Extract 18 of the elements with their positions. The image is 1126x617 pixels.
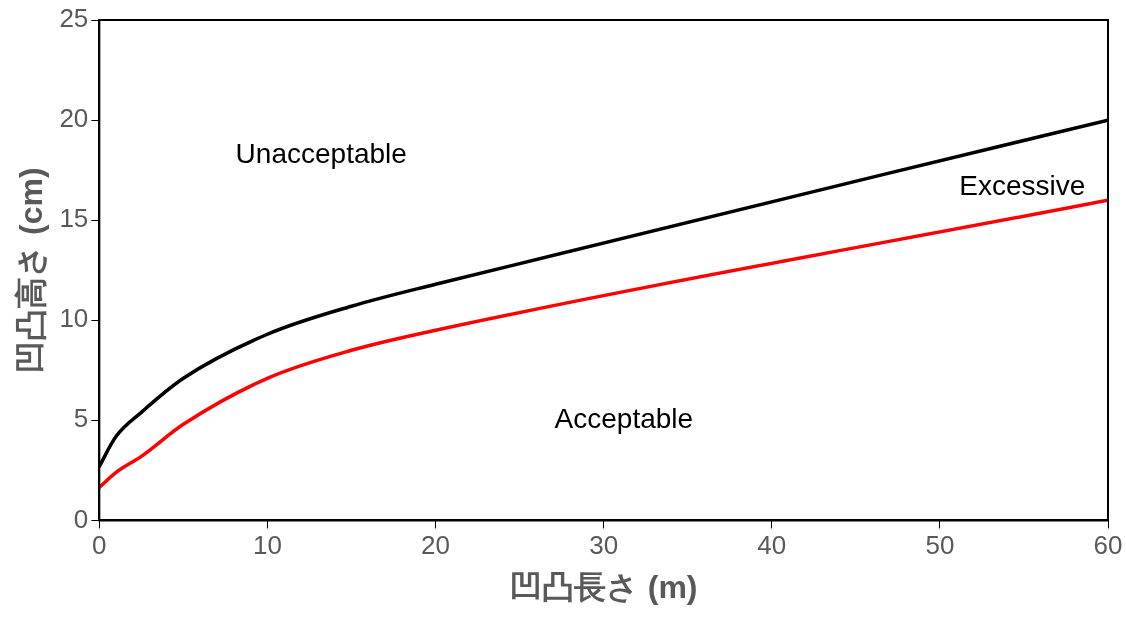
x-tick-label: 50 (925, 530, 955, 561)
y-tick-label: 25 (59, 3, 89, 34)
x-tick-label: 20 (421, 530, 451, 561)
x-tick-label: 30 (589, 530, 619, 561)
x-tick-label: 40 (757, 530, 787, 561)
y-tick-label: 5 (73, 403, 89, 434)
y-tick-label: 10 (59, 303, 89, 334)
annotation: Excessive (959, 170, 1086, 202)
annotation: Unacceptable (235, 137, 407, 169)
line-series (99, 198, 1108, 490)
y-tick-label: 20 (59, 103, 89, 134)
annotation: Acceptable (554, 403, 694, 435)
x-axis-title: 凹凸長さ (m) (509, 568, 698, 605)
x-tick-label: 10 (252, 530, 282, 561)
y-tick-label: 15 (59, 203, 89, 234)
y-tick-label: 0 (73, 503, 89, 534)
x-tick-label: 60 (1093, 530, 1123, 561)
y-axis-title: 凹凸高さ (cm) (13, 167, 50, 373)
